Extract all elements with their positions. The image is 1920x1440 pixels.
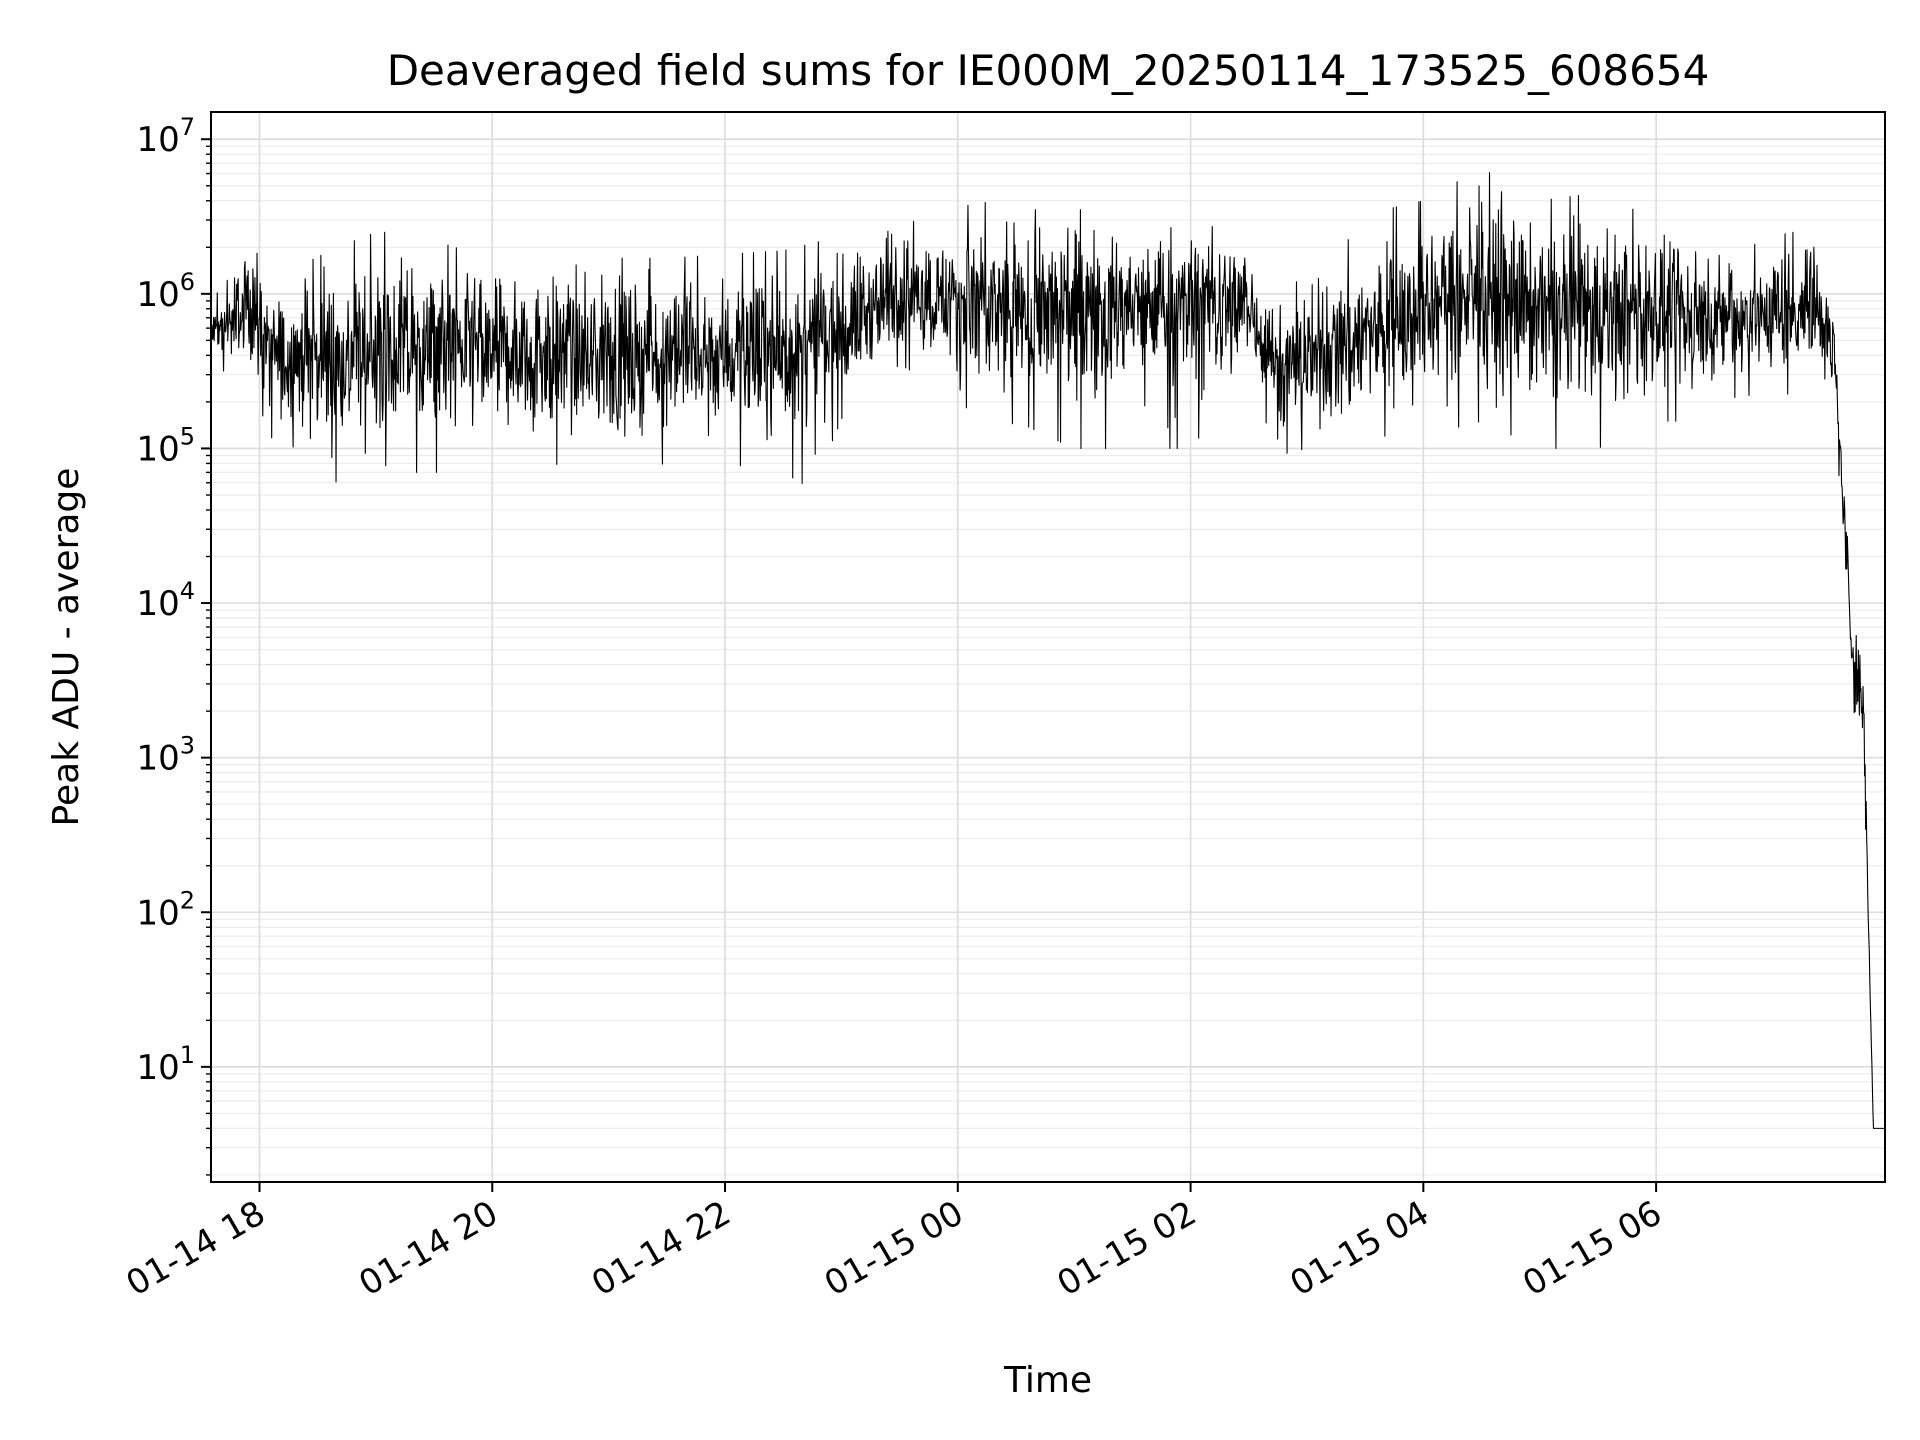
chart-title: Deaveraged field sums for IE000M_2025011… <box>387 46 1710 95</box>
data-point <box>550 348 551 349</box>
data-point <box>249 297 250 298</box>
data-point <box>1853 664 1854 665</box>
y-tick-label: 104 <box>136 577 195 624</box>
line-layer <box>210 172 1886 1129</box>
data-point <box>1801 304 1802 305</box>
data-point <box>977 304 978 305</box>
y-tick-label: 101 <box>136 1041 195 1088</box>
data-point <box>1423 308 1424 309</box>
y-axis-label: Peak ADU - average <box>46 468 87 827</box>
data-point <box>1834 355 1835 356</box>
data-point <box>938 293 939 294</box>
data-point <box>375 352 376 353</box>
data-point <box>1481 293 1482 294</box>
data-point <box>822 340 823 341</box>
x-tick-label: 01-15 06 <box>1516 1193 1668 1304</box>
data-point <box>1277 364 1278 365</box>
data-point <box>1873 1128 1874 1129</box>
data-point <box>1384 328 1385 329</box>
data-point <box>1656 317 1657 318</box>
data-point <box>492 350 493 351</box>
data-point <box>414 347 415 348</box>
y-tick-label: 106 <box>136 268 195 315</box>
x-tick-label: 01-14 18 <box>120 1193 272 1304</box>
data-point <box>1132 304 1133 305</box>
data-point <box>1597 313 1598 314</box>
data-point <box>1306 364 1307 365</box>
data-point <box>1190 300 1191 301</box>
x-tick-label: 01-15 00 <box>818 1193 970 1304</box>
data-point <box>860 317 861 318</box>
data-point <box>1539 308 1540 309</box>
x-tick-label: 01-15 02 <box>1051 1193 1203 1304</box>
data-point <box>1345 340 1346 341</box>
data-point <box>1714 317 1715 318</box>
y-tick-label: 102 <box>136 886 195 933</box>
data-point <box>1820 308 1821 309</box>
y-tick-label: 103 <box>136 732 195 779</box>
data-point <box>1863 711 1864 712</box>
data-point <box>1844 529 1845 530</box>
y-tick-label: 107 <box>136 113 195 160</box>
data-point <box>1074 307 1075 308</box>
y-tick-label: 105 <box>136 422 195 469</box>
data-point <box>1015 313 1016 314</box>
data-point <box>899 290 900 291</box>
data-point <box>608 352 609 353</box>
data-point <box>230 328 231 329</box>
x-tick-label: 01-14 22 <box>585 1193 737 1304</box>
data-point <box>269 347 270 348</box>
data-point <box>1772 313 1773 314</box>
data-point <box>666 350 667 351</box>
data-point <box>298 355 299 356</box>
data-point <box>1248 308 1249 309</box>
data-point <box>783 352 784 353</box>
data-point <box>337 358 338 359</box>
grid-layer <box>211 112 1885 1182</box>
plot-frame <box>210 111 1886 1183</box>
x-tick-label: 01-15 04 <box>1283 1193 1435 1304</box>
series-line <box>210 172 1886 1129</box>
x-axis-label: Time <box>1003 1360 1092 1401</box>
data-point <box>453 345 454 346</box>
x-tick-label: 01-14 20 <box>352 1193 504 1304</box>
data-point <box>725 347 726 348</box>
